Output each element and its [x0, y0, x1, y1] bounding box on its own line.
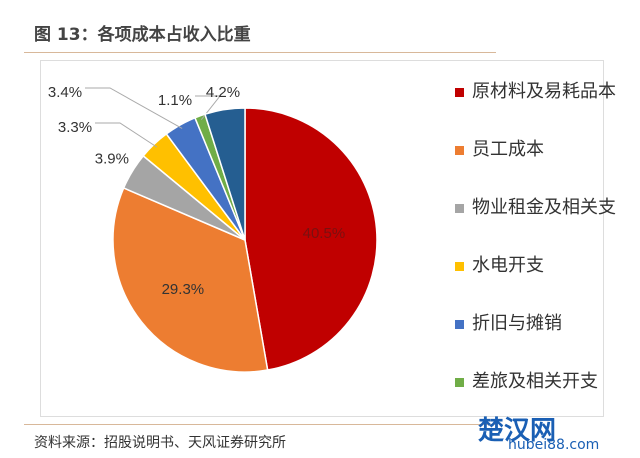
source-note: 资料来源：招股说明书、天风证券研究所 — [34, 435, 286, 451]
data-label: 29.3% — [162, 281, 205, 298]
legend-item: 原材料及易耗品本 — [455, 80, 635, 138]
pie-slice — [204, 107, 246, 241]
pie-slice — [244, 107, 378, 371]
chart-frame — [40, 60, 604, 417]
legend-item: 差旅及相关开支 — [455, 370, 635, 428]
bottom-divider — [24, 424, 496, 425]
legend: 原材料及易耗品本 员工成本物业租金及相关支 水电开支折旧与摊销差旅及相关开支 — [455, 80, 635, 428]
legend-label: 水电开支 — [472, 255, 544, 276]
legend-swatch — [455, 146, 464, 155]
legend-item: 折旧与摊销 — [455, 312, 635, 370]
legend-label: 折旧与摊销 — [472, 313, 562, 334]
data-label: 1.1% — [158, 92, 192, 109]
legend-swatch — [455, 320, 464, 329]
legend-item: 水电开支 — [455, 254, 635, 312]
legend-item: 物业租金及相关支 — [455, 196, 635, 254]
legend-label: 差旅及相关开支 — [472, 371, 598, 392]
legend-swatch — [455, 204, 464, 213]
legend-item: 员工成本 — [455, 138, 635, 196]
data-label: 3.4% — [48, 84, 82, 101]
legend-swatch — [455, 378, 464, 387]
data-label: 3.9% — [95, 151, 129, 168]
leader-line — [95, 122, 158, 148]
figure-title: 图 13：各项成本占收入比重 — [34, 25, 251, 45]
data-label: 3.3% — [58, 119, 92, 136]
legend-swatch — [455, 262, 464, 271]
pie-slice — [112, 186, 269, 373]
leader-line — [195, 95, 222, 120]
data-label: 4.2% — [206, 84, 240, 101]
legend-label: 物业租金及相关支 — [472, 197, 616, 218]
top-divider — [24, 52, 496, 53]
watermark-logo: 楚汉网 — [478, 416, 557, 446]
data-label: 40.5% — [303, 225, 346, 242]
legend-label: 原材料及易耗品本 — [472, 81, 616, 102]
watermark-url: hubei88.com — [508, 437, 600, 453]
legend-swatch — [455, 88, 464, 97]
legend-label: 员工成本 — [472, 139, 544, 160]
leader-line — [85, 87, 183, 129]
